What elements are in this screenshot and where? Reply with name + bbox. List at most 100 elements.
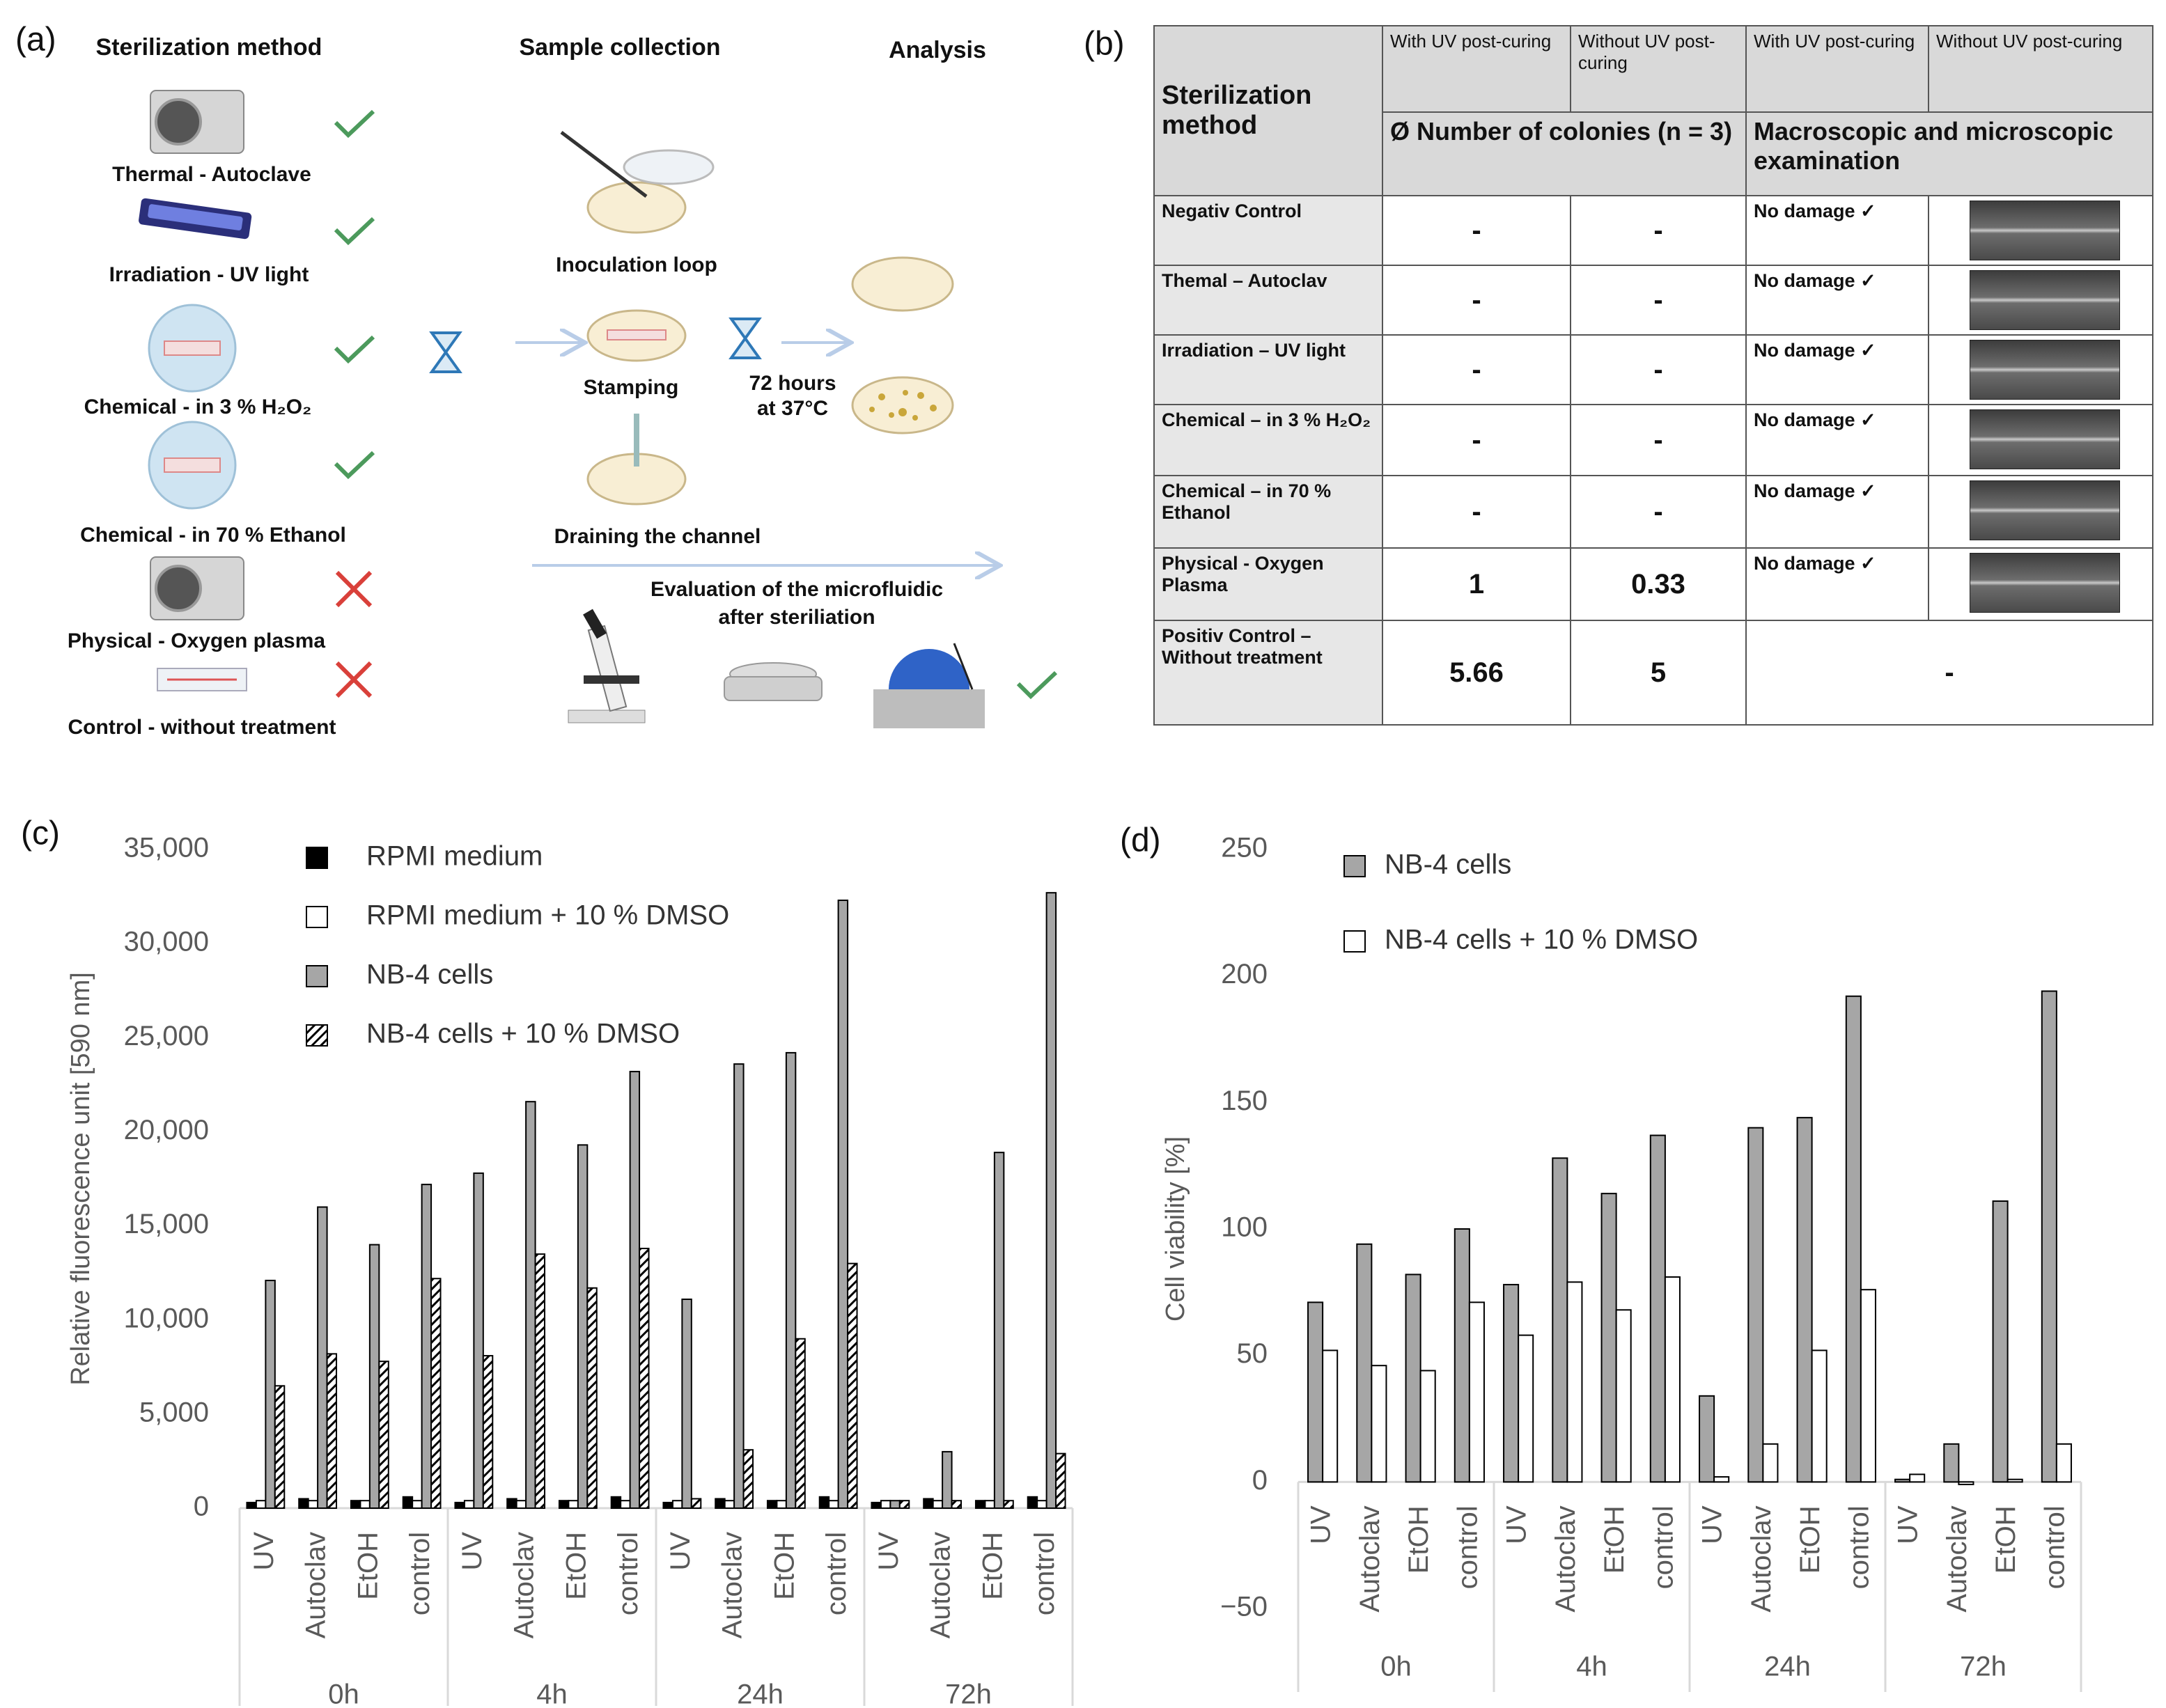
legend-swatch	[1343, 930, 1366, 953]
x-tick-label: Autoclav	[1355, 1505, 1385, 1612]
cell: -	[1382, 404, 1571, 476]
bar	[1003, 1500, 1014, 1509]
legend-swatch	[306, 847, 328, 869]
cell: 5	[1570, 620, 1747, 726]
cell: 5.66	[1382, 620, 1571, 726]
bar	[350, 1500, 361, 1509]
x-tick-label: UV	[1502, 1505, 1532, 1544]
bar	[1503, 1283, 1520, 1483]
bar	[724, 1500, 735, 1509]
bar	[1992, 1200, 2009, 1483]
bar	[534, 1253, 546, 1509]
autoclave-icon	[150, 556, 244, 620]
bar	[317, 1206, 328, 1509]
panel-label: (d)	[1120, 822, 1161, 859]
check-icons	[334, 109, 1058, 700]
bar	[246, 1501, 257, 1509]
heading: Analysis	[889, 37, 986, 63]
cell: -	[1382, 475, 1571, 549]
bar	[1027, 1496, 1038, 1510]
x-tick-label: UV	[249, 1532, 279, 1571]
bar	[274, 1385, 286, 1510]
bar	[671, 1500, 683, 1509]
y-tick-label: 25,000	[124, 1021, 209, 1051]
cell: -	[1570, 334, 1747, 405]
row-label: Irradiation – UV light	[1153, 334, 1383, 405]
bar	[1600, 1193, 1617, 1483]
evaluation-label: Evaluation of the microfluidic	[650, 578, 943, 601]
bar	[368, 1244, 380, 1509]
x-tick-label: EtOH	[1990, 1505, 2021, 1574]
bar	[923, 1498, 934, 1509]
bar	[1762, 1443, 1779, 1483]
cell: -	[1382, 334, 1571, 405]
legend-label: NB-4 cells	[366, 959, 493, 990]
group-label: 24h	[737, 1679, 784, 1708]
group-label: 72h	[945, 1679, 992, 1708]
bar	[412, 1500, 423, 1509]
x-tick-label: UV	[665, 1532, 696, 1571]
bar	[326, 1353, 338, 1510]
y-tick-label: 200	[1221, 959, 1268, 989]
cell: -	[1570, 404, 1747, 476]
bar	[307, 1500, 319, 1509]
group-label: 0h	[1380, 1652, 1412, 1682]
subheader: Without UV post-curing	[1570, 25, 1747, 113]
y-tick-label: 150	[1221, 1086, 1268, 1116]
y-axis-label: Relative fluorescence unit [590 nm]	[66, 972, 95, 1386]
results-table: Sterilization method With UV post-curing…	[1153, 25, 2153, 726]
x-tick-label: Autoclav	[1550, 1505, 1581, 1612]
bar	[1943, 1443, 1960, 1483]
bar	[1649, 1134, 1666, 1483]
group-header: Macroscopic and microscopic examination	[1745, 111, 2153, 196]
cell: No damage ✓	[1745, 475, 1929, 549]
cell: -	[1745, 620, 2153, 726]
x-tick-label: control	[405, 1532, 435, 1615]
bar	[690, 1498, 702, 1509]
bar	[402, 1496, 414, 1510]
bar	[1371, 1365, 1387, 1483]
bar	[1322, 1349, 1339, 1483]
bar	[378, 1361, 389, 1509]
bar	[951, 1500, 963, 1509]
microscope-icon	[568, 609, 646, 723]
micrograph	[1970, 480, 2120, 540]
panel-label: (b)	[1084, 26, 1125, 63]
legend-label: RPMI medium	[366, 841, 543, 872]
bar	[1552, 1157, 1568, 1483]
cell: -	[1382, 265, 1571, 336]
bar	[766, 1500, 778, 1509]
bar	[984, 1500, 995, 1509]
step-label: Inoculation loop	[556, 253, 717, 276]
y-tick-label: 10,000	[124, 1303, 209, 1333]
bar	[298, 1498, 309, 1509]
cell: No damage ✓	[1745, 404, 1929, 476]
legend-label: NB-4 cells + 10 % DMSO	[1385, 925, 1698, 955]
step-label: Stamping	[584, 376, 679, 399]
chip-icon	[157, 668, 247, 691]
group-label: 4h	[536, 1679, 568, 1708]
x-tick-label: control	[1452, 1505, 1483, 1589]
bar	[837, 899, 849, 1509]
group-label: 72h	[1960, 1652, 2007, 1682]
bar	[1036, 1500, 1047, 1509]
x-tick-label: UV	[1306, 1505, 1337, 1544]
bar	[525, 1101, 536, 1509]
y-tick-label: 5,000	[139, 1397, 209, 1427]
row-label: Chemical – in 70 % Ethanol	[1153, 475, 1383, 549]
micrograph	[1970, 201, 2120, 260]
bar	[1699, 1395, 1715, 1483]
cross-icons	[335, 570, 373, 698]
x-tick-label: control	[2039, 1505, 2070, 1589]
bar	[1055, 1452, 1066, 1510]
bar	[942, 1450, 953, 1510]
corner-header: Sterilization method	[1153, 25, 1383, 196]
bar	[681, 1298, 692, 1510]
panel-label: (a)	[15, 22, 56, 58]
bar	[454, 1501, 465, 1509]
bar	[2007, 1478, 2023, 1483]
method-label: Physical - Oxygen plasma	[68, 629, 325, 652]
bar	[639, 1248, 650, 1510]
bar	[889, 1500, 901, 1509]
legend-label: NB-4 cells + 10 % DMSO	[366, 1019, 680, 1049]
